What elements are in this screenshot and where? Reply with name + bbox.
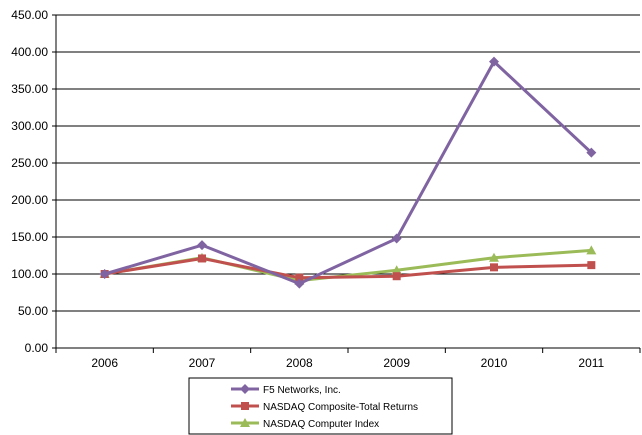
gridlines <box>56 14 640 312</box>
y-tick-label: 100.00 <box>11 267 48 281</box>
data-point-marker <box>489 252 499 262</box>
x-tick-label: 2009 <box>383 356 410 370</box>
y-tick-label: 450.00 <box>11 8 48 22</box>
data-point-marker <box>295 273 304 282</box>
y-tick-label: 300.00 <box>11 119 48 133</box>
y-tick-label: 0.00 <box>25 341 49 355</box>
y-tick-label: 250.00 <box>11 156 48 170</box>
legend-entry: NASDAQ Composite-Total Returns <box>231 402 418 413</box>
series-lines <box>99 56 597 289</box>
data-point-marker <box>489 56 499 67</box>
legend-label: NASDAQ Computer Index <box>263 419 379 430</box>
data-point-marker <box>294 278 305 289</box>
y-tick-label: 150.00 <box>11 230 48 244</box>
data-point-marker <box>392 272 401 281</box>
series-line <box>104 60 593 286</box>
data-point-marker <box>391 233 402 244</box>
data-point-marker <box>197 240 207 251</box>
data-point-marker <box>99 269 110 279</box>
legend-swatch-marker <box>241 402 249 410</box>
data-point-marker <box>587 261 596 270</box>
y-tick-label: 350.00 <box>11 82 48 96</box>
series-f5-networks-inc- <box>99 56 597 289</box>
data-point-marker <box>586 245 597 255</box>
legend-label: NASDAQ Composite-Total Returns <box>263 402 418 413</box>
axes <box>52 14 641 353</box>
y-tick-label: 50.00 <box>18 304 48 318</box>
data-point-marker <box>490 263 498 272</box>
x-tick-label: 2006 <box>91 356 118 370</box>
y-tick-label: 200.00 <box>11 193 48 207</box>
series-nasdaq-computer-index <box>99 245 597 285</box>
legend-label: F5 Networks, Inc. <box>263 385 341 396</box>
legend-entry: F5 Networks, Inc. <box>231 384 341 396</box>
data-point-marker <box>391 265 402 275</box>
x-tick-label: 2011 <box>578 356 604 370</box>
x-tick-label: 2008 <box>286 356 313 370</box>
legend-swatch-marker <box>240 418 250 427</box>
legend-swatch-marker <box>240 384 250 394</box>
y-axis-tick-labels: 0.00 50.00 100.00 150.00 200.00 250.00 300.00 3… <box>11 8 48 355</box>
data-point-marker <box>586 147 597 158</box>
data-point-marker <box>198 254 206 263</box>
legend-entry: NASDAQ Computer Index <box>231 418 379 430</box>
legend: F5 Networks, Inc. NASDAQ Composite-Total … <box>188 377 453 435</box>
x-axis-tick-labels: 2006 2007 2008 2009 2010 2011 <box>91 356 604 370</box>
series-line <box>104 256 592 280</box>
x-tick-label: 2010 <box>481 356 508 370</box>
series-nasdaq-composite-total-returns <box>100 254 596 282</box>
y-tick-label: 400.00 <box>11 45 48 59</box>
x-tick-label: 2007 <box>189 356 216 370</box>
